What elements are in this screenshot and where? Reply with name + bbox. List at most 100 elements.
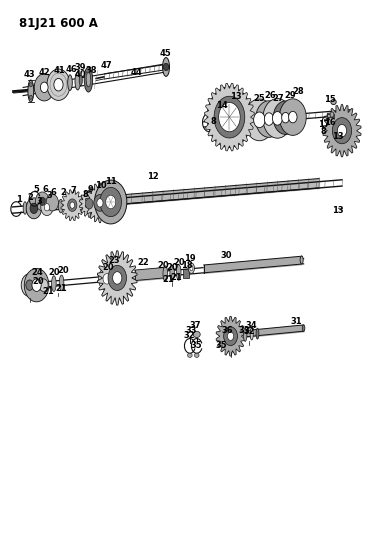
Text: 8: 8 — [321, 127, 327, 136]
Ellipse shape — [330, 112, 334, 117]
Text: 2: 2 — [27, 193, 33, 202]
Polygon shape — [79, 190, 99, 217]
Text: 21: 21 — [55, 284, 67, 293]
Text: 12: 12 — [147, 172, 159, 181]
Text: 30: 30 — [220, 251, 232, 260]
Circle shape — [39, 279, 48, 292]
Text: 6: 6 — [42, 185, 48, 193]
Text: 24: 24 — [32, 268, 44, 277]
Text: 6: 6 — [50, 188, 56, 197]
Text: 31: 31 — [291, 317, 303, 326]
Text: 8: 8 — [82, 190, 88, 199]
Text: 26: 26 — [264, 91, 276, 100]
Circle shape — [103, 273, 111, 284]
Circle shape — [273, 101, 298, 134]
Circle shape — [34, 74, 54, 101]
Polygon shape — [216, 317, 245, 356]
Ellipse shape — [28, 80, 34, 102]
Text: 35: 35 — [191, 342, 203, 350]
Circle shape — [94, 180, 127, 224]
Ellipse shape — [190, 265, 193, 271]
Circle shape — [39, 197, 45, 206]
Ellipse shape — [302, 325, 305, 331]
Text: 25: 25 — [254, 94, 265, 103]
Ellipse shape — [75, 72, 80, 90]
Ellipse shape — [68, 75, 72, 91]
Polygon shape — [85, 183, 114, 223]
Text: 21: 21 — [170, 273, 182, 282]
Circle shape — [41, 199, 53, 215]
Circle shape — [54, 78, 63, 91]
Circle shape — [24, 269, 49, 302]
Circle shape — [219, 102, 240, 132]
Text: 41: 41 — [54, 66, 65, 75]
Circle shape — [40, 82, 48, 93]
Ellipse shape — [59, 275, 64, 290]
Circle shape — [32, 279, 41, 292]
Text: 1: 1 — [16, 195, 22, 204]
Text: 46: 46 — [65, 64, 77, 74]
Circle shape — [35, 192, 49, 211]
Text: 45: 45 — [160, 49, 171, 58]
Ellipse shape — [250, 328, 253, 340]
Ellipse shape — [176, 264, 181, 280]
Circle shape — [98, 268, 115, 290]
Bar — [183, 269, 189, 278]
Circle shape — [244, 99, 275, 141]
Text: 33: 33 — [186, 326, 197, 335]
Text: 20: 20 — [166, 263, 178, 272]
Circle shape — [207, 87, 252, 148]
Circle shape — [106, 195, 116, 209]
Text: 19: 19 — [184, 254, 196, 263]
Text: 44: 44 — [131, 68, 142, 77]
Ellipse shape — [188, 263, 194, 273]
Circle shape — [30, 203, 38, 214]
Text: 43: 43 — [23, 70, 35, 79]
Text: 39: 39 — [74, 63, 86, 72]
Text: 37: 37 — [189, 320, 201, 329]
Text: 47: 47 — [101, 61, 113, 70]
Ellipse shape — [58, 199, 63, 213]
Text: 14: 14 — [216, 101, 228, 110]
Text: 20: 20 — [103, 263, 114, 272]
Ellipse shape — [193, 332, 200, 337]
Circle shape — [214, 96, 245, 138]
Text: 10: 10 — [95, 181, 107, 190]
Text: 36: 36 — [222, 326, 233, 335]
Circle shape — [26, 198, 42, 219]
Text: 27: 27 — [273, 94, 285, 103]
Ellipse shape — [243, 328, 247, 341]
Text: 11: 11 — [105, 177, 116, 187]
Polygon shape — [97, 251, 137, 305]
Circle shape — [68, 199, 77, 212]
Ellipse shape — [82, 198, 85, 211]
Circle shape — [26, 280, 33, 290]
Text: 20: 20 — [158, 261, 169, 270]
Circle shape — [289, 111, 297, 123]
Text: 81J21 600 A: 81J21 600 A — [19, 17, 98, 30]
Ellipse shape — [170, 265, 174, 281]
Text: 23: 23 — [109, 256, 120, 265]
Bar — [327, 115, 334, 117]
Circle shape — [47, 69, 70, 100]
Circle shape — [224, 327, 238, 345]
Text: 42: 42 — [38, 68, 50, 77]
Circle shape — [46, 194, 58, 211]
Circle shape — [282, 112, 289, 123]
Circle shape — [332, 118, 352, 144]
Text: 15: 15 — [324, 95, 336, 104]
Text: 16: 16 — [324, 118, 336, 127]
Circle shape — [272, 111, 282, 125]
Ellipse shape — [256, 328, 259, 339]
Text: 22: 22 — [137, 258, 149, 267]
Ellipse shape — [300, 256, 303, 264]
Circle shape — [227, 332, 234, 341]
Text: 33: 33 — [238, 326, 250, 335]
Polygon shape — [323, 104, 361, 157]
Circle shape — [113, 272, 122, 284]
Ellipse shape — [331, 99, 336, 104]
Circle shape — [264, 113, 274, 125]
Text: 32: 32 — [243, 327, 255, 336]
Ellipse shape — [79, 75, 82, 86]
Ellipse shape — [163, 266, 167, 281]
